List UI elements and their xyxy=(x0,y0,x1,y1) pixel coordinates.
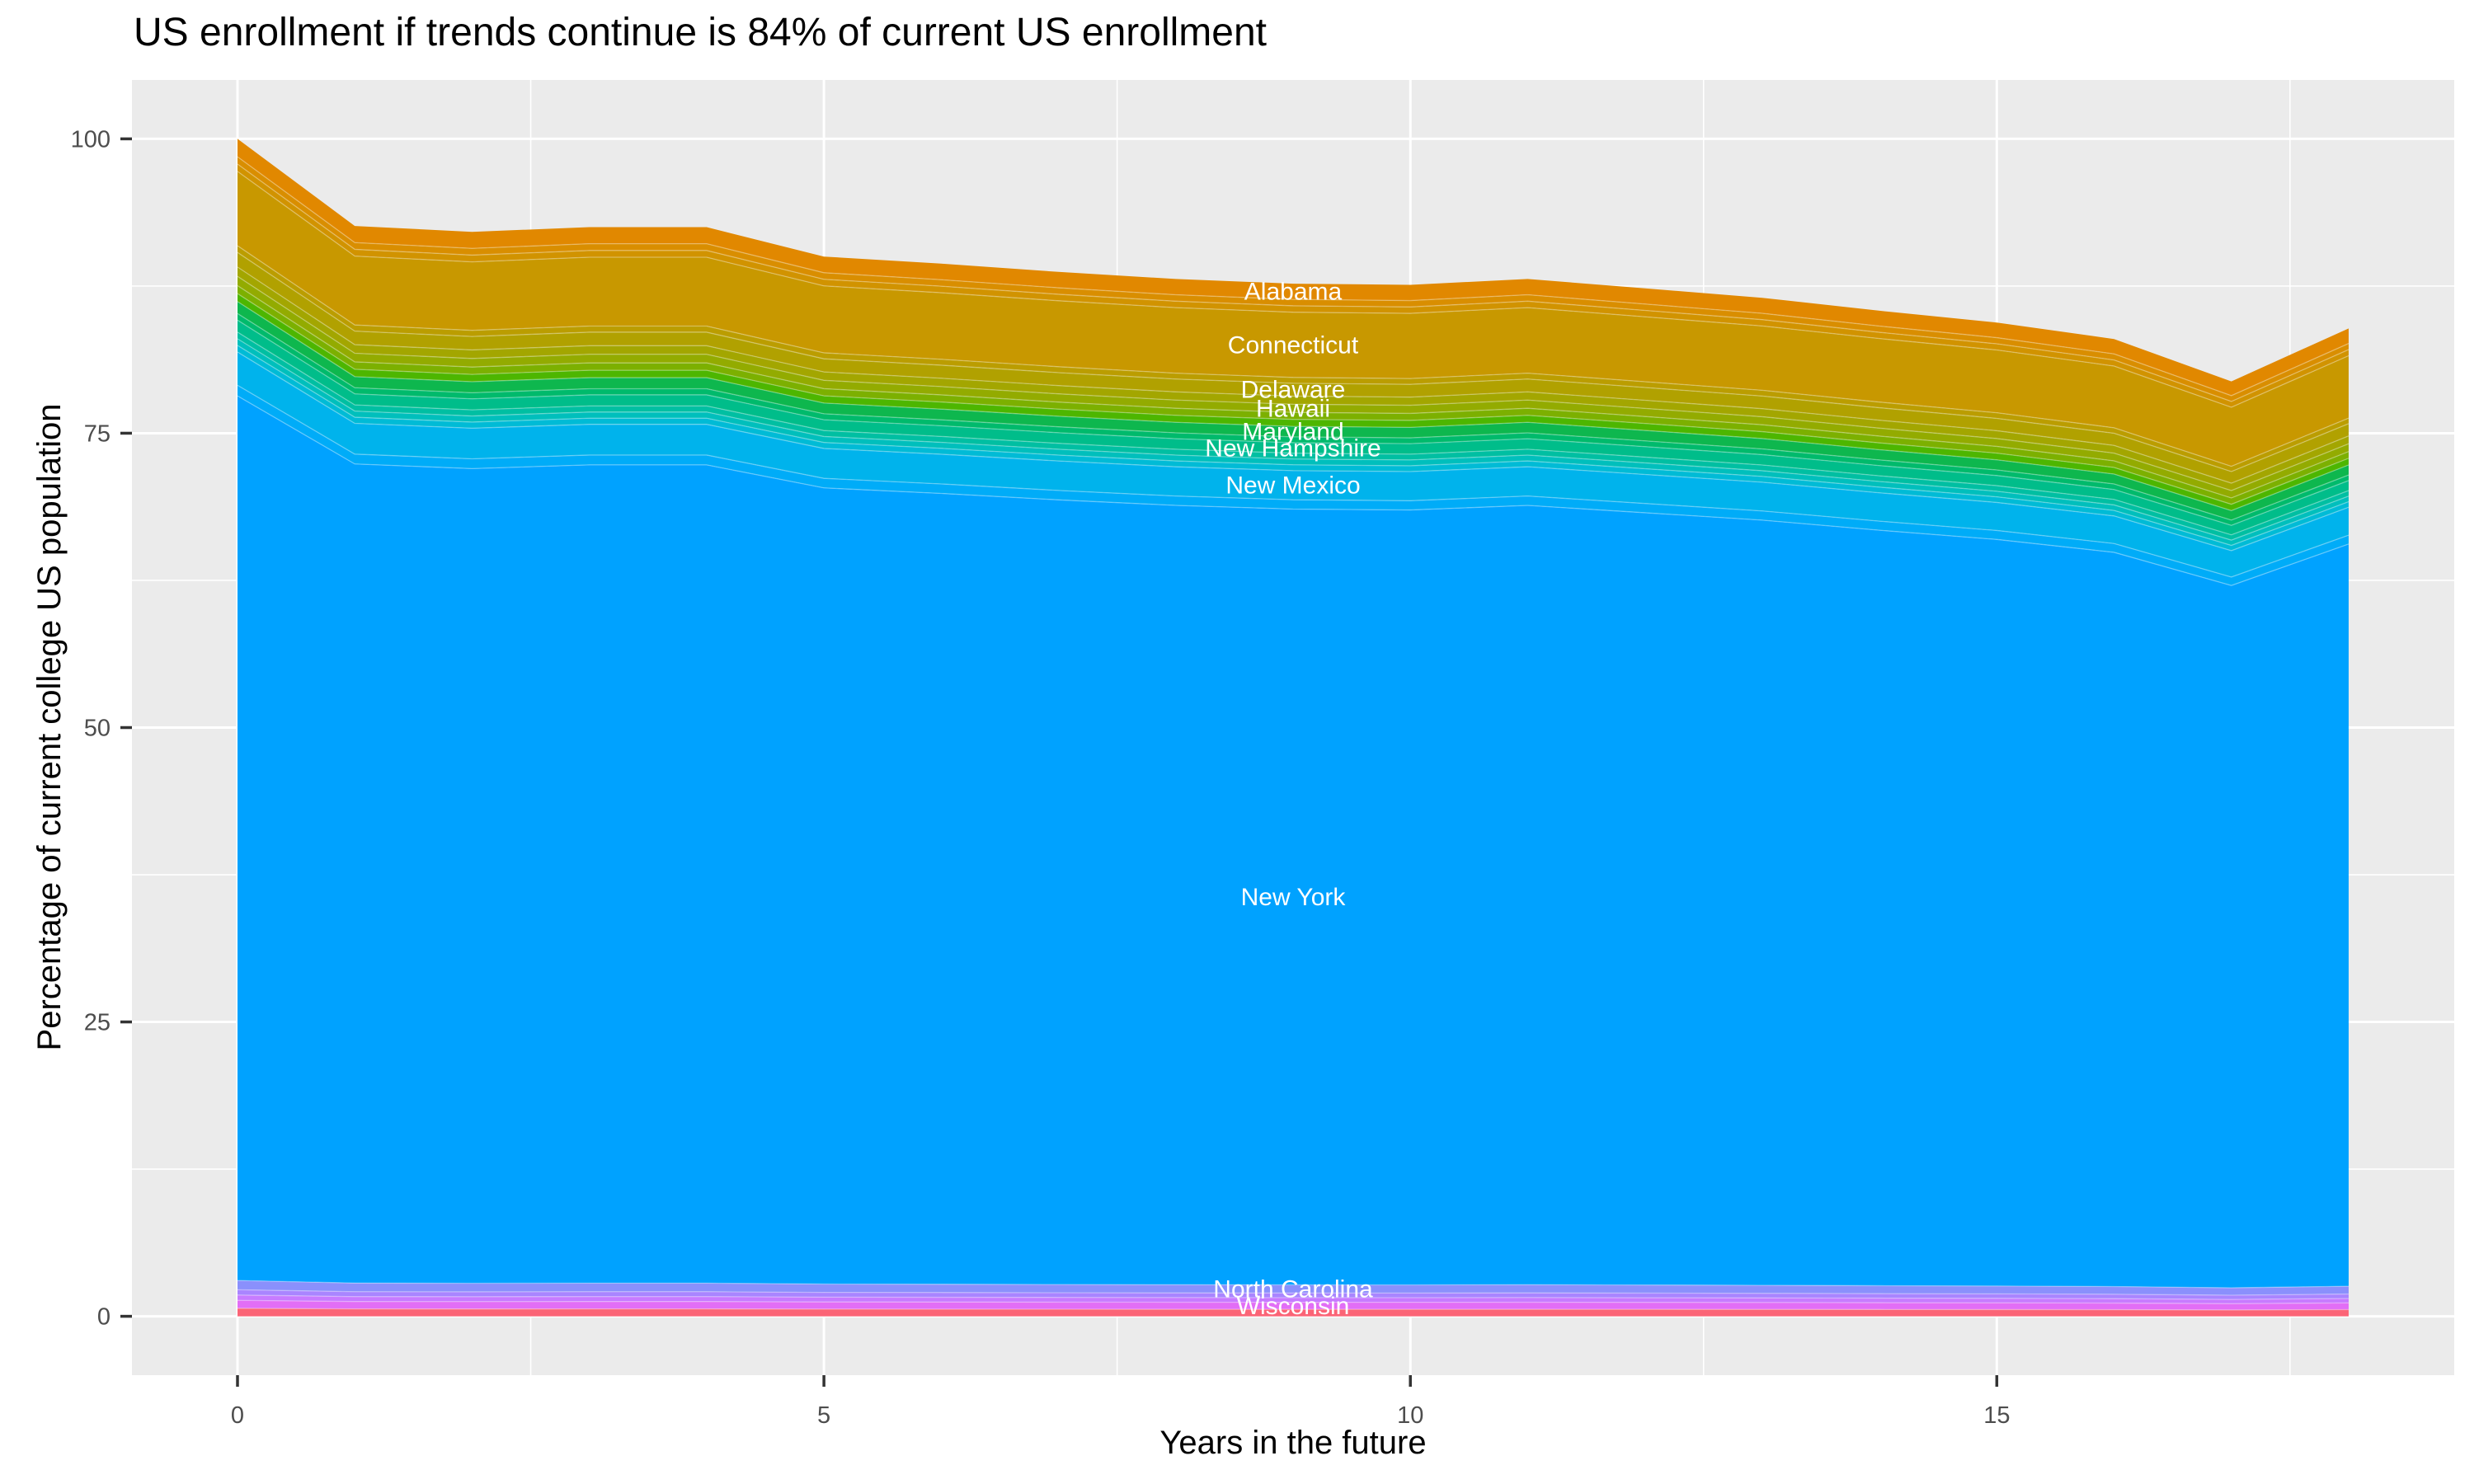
area-band-new-york xyxy=(238,396,2349,1289)
band-separator xyxy=(237,293,2349,505)
x-tick-label: 15 xyxy=(1983,1402,2010,1429)
band-separator xyxy=(237,1308,2349,1311)
band-separator xyxy=(237,156,2349,397)
y-tick-label: 50 xyxy=(84,716,111,742)
state-label-delaware: Delaware xyxy=(1241,377,1346,404)
state-label-connecticut: Connecticut xyxy=(1228,331,1359,359)
band-separator xyxy=(237,319,2349,526)
area-band xyxy=(238,1289,2349,1300)
area-band xyxy=(238,1294,2349,1304)
x-axis-title: Years in the future xyxy=(1159,1425,1427,1461)
band-separator xyxy=(237,284,2349,499)
y-tick-label: 100 xyxy=(71,126,111,153)
band-separator xyxy=(237,331,2349,536)
state-label-new-hampshire: New Hampshire xyxy=(1205,434,1380,462)
area-band-wisconsin xyxy=(238,1300,2349,1310)
area-band-connecticut xyxy=(238,171,2349,467)
band-separator xyxy=(237,351,2349,552)
state-label-wisconsin: Wisconsin xyxy=(1237,1293,1350,1320)
y-tick-label: 25 xyxy=(84,1010,111,1036)
band-separator xyxy=(237,1294,2349,1300)
band-separator xyxy=(237,1299,2349,1304)
area-band-north-carolina xyxy=(238,1280,2349,1296)
x-tick-label: 10 xyxy=(1397,1402,1423,1429)
band-separator xyxy=(237,338,2349,541)
state-label-north-carolina: North Carolina xyxy=(1213,1275,1373,1303)
band-separator xyxy=(237,251,2349,472)
state-label-maryland: Maryland xyxy=(1242,419,1343,446)
chart-title: US enrollment if trends continue is 84% … xyxy=(134,11,1267,54)
band-separator xyxy=(237,1280,2349,1289)
state-label-alabama: Alabama xyxy=(1244,279,1343,306)
x-tick-label: 0 xyxy=(231,1402,244,1429)
area-band xyxy=(238,1308,2349,1317)
band-separator xyxy=(237,1289,2349,1296)
y-axis-title-text: Percentage of current college US populat… xyxy=(31,403,68,1051)
x-tick-label: 5 xyxy=(817,1402,830,1429)
band-separator xyxy=(237,266,2349,484)
band-separator xyxy=(237,275,2349,491)
band-separator xyxy=(237,301,2349,512)
y-tick-label: 0 xyxy=(97,1304,111,1331)
state-label-new-york: New York xyxy=(1241,884,1347,911)
band-separator xyxy=(237,245,2349,467)
y-tick-label: 75 xyxy=(84,420,111,447)
band-separator xyxy=(237,384,2349,578)
band-separator xyxy=(237,163,2349,402)
band-separator xyxy=(237,171,2349,408)
band-separator xyxy=(237,345,2349,547)
band-separator xyxy=(237,395,2349,586)
state-label-hawaii: Hawaii xyxy=(1256,395,1330,422)
state-label-new-mexico: New Mexico xyxy=(1225,472,1360,500)
band-separator xyxy=(237,312,2349,521)
